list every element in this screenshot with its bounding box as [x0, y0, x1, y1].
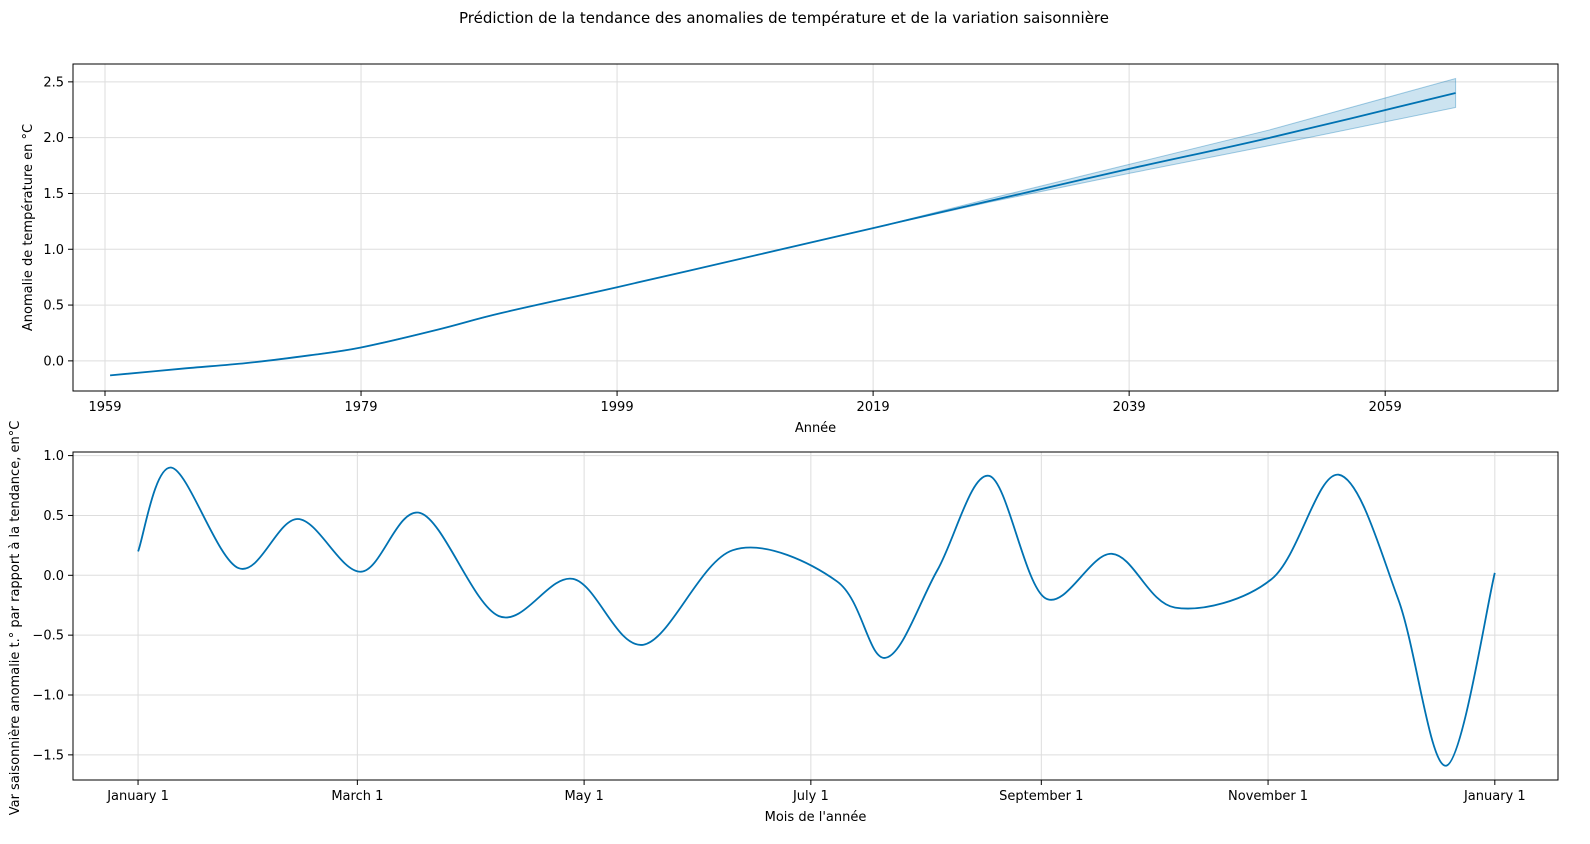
- seasonal-x-ticks: January 1 March 1 May 1 July 1 September 1 No…: [106, 780, 1526, 804]
- series-line: [137, 466, 1496, 767]
- x-tick-label: May 1: [564, 789, 603, 804]
- x-tick-label: 2059: [1369, 400, 1402, 415]
- x-tick-label: 1979: [344, 400, 377, 415]
- y-tick-label: 1.0: [43, 243, 64, 258]
- trend-marks: [110, 77, 1457, 377]
- trend-y-axis-label: Anomalie de température en °C: [21, 124, 36, 331]
- seasonal-marks: [137, 466, 1496, 767]
- trend-y-ticks: 0.0 0.5 1.0 1.5 2.0 2.5: [43, 75, 73, 369]
- trend-grid: [73, 64, 1558, 391]
- trend-axes-frame: [72, 63, 1559, 392]
- x-tick-label: 2039: [1113, 400, 1146, 415]
- y-tick-label: 0.0: [43, 569, 64, 584]
- x-tick-label: July 1: [792, 789, 829, 804]
- seasonal-x-axis-label: Mois de l'année: [765, 810, 867, 825]
- y-tick-label: 0.5: [43, 299, 64, 314]
- x-tick-label: January 1: [1463, 789, 1526, 804]
- x-tick-label: 1959: [88, 400, 121, 415]
- y-tick-label: −1.5: [32, 748, 64, 763]
- y-tick-label: 2.5: [43, 75, 64, 90]
- y-tick-label: −0.5: [32, 629, 64, 644]
- seasonal-axes-frame: [72, 451, 1559, 781]
- y-tick-label: 0.5: [43, 509, 64, 524]
- seasonal-y-ticks: −1.5 −1.0 −0.5 0.0 0.5 1.0: [32, 449, 73, 763]
- y-tick-label: 1.0: [43, 449, 64, 464]
- y-tick-label: 0.0: [43, 354, 64, 369]
- x-tick-label: September 1: [999, 789, 1083, 804]
- trend-x-axis-label: Année: [795, 421, 836, 436]
- figure-title: Prédiction de la tendance des anomalies …: [459, 9, 1109, 27]
- x-tick-label: 1999: [601, 400, 634, 415]
- trend-panel: 1959 1979 1999 2019 2039 2059 0.0 0.5 1.0 1.5 2.0…: [21, 63, 1559, 436]
- y-tick-label: 1.5: [43, 187, 64, 202]
- uncertainty-band: [110, 77, 1457, 376]
- seasonal-grid: [73, 452, 1558, 780]
- y-tick-label: 2.0: [43, 131, 64, 146]
- trend-x-ticks: 1959 1979 1999 2019 2039 2059: [88, 391, 1402, 415]
- x-tick-label: 2019: [857, 400, 890, 415]
- seasonal-panel: January 1 March 1 May 1 July 1 September 1 No…: [8, 421, 1559, 825]
- x-tick-label: January 1: [106, 789, 169, 804]
- x-tick-label: March 1: [331, 789, 383, 804]
- seasonal-y-axis-label: Var saisonnière anomalie t.° par rapport…: [8, 421, 23, 816]
- x-tick-label: November 1: [1228, 789, 1308, 804]
- series-line: [110, 92, 1456, 377]
- y-tick-label: −1.0: [32, 689, 64, 704]
